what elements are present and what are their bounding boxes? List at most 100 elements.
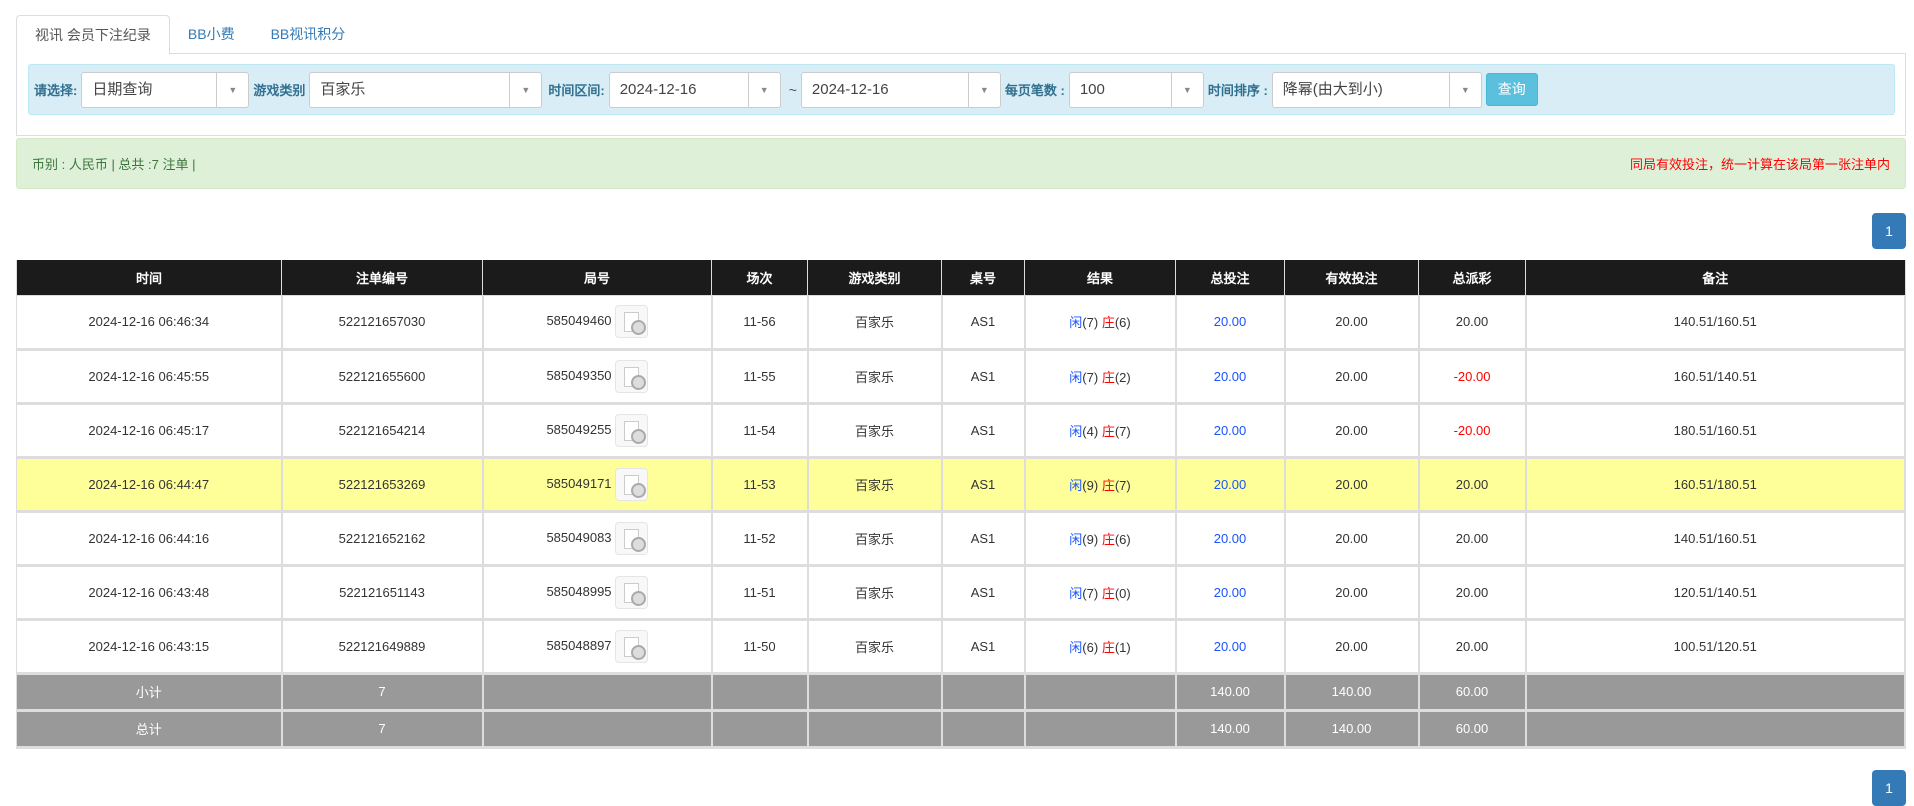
sort-select[interactable]: 降幂(由大到小) ▼ bbox=[1271, 71, 1482, 108]
video-replay-icon[interactable] bbox=[614, 467, 648, 501]
video-replay-icon[interactable] bbox=[614, 305, 648, 338]
empty-cell bbox=[1024, 672, 1177, 712]
empty-cell bbox=[482, 672, 713, 712]
bet-time: 2024-12-16 06:44:47 bbox=[16, 456, 283, 513]
total-payout: 60.00 bbox=[1418, 709, 1527, 749]
summary-currency-count: 币别 : 人民币 | 总共 :7 注单 | bbox=[32, 157, 196, 172]
order-number: 522121657030 bbox=[281, 294, 484, 351]
result: 闲(6) 庄(1) bbox=[1024, 618, 1177, 675]
round-number-cell: 585049255 bbox=[482, 402, 713, 459]
total-bet: 20.00 bbox=[1175, 564, 1286, 621]
pagination-page-1[interactable]: 1 bbox=[1872, 213, 1906, 249]
game-type: 百家乐 bbox=[807, 402, 943, 459]
caret-down-icon: ▼ bbox=[967, 72, 1000, 107]
bet-time: 2024-12-16 06:45:17 bbox=[16, 402, 283, 459]
round-number-cell: 585049350 bbox=[482, 348, 713, 405]
column-header: 场次 bbox=[711, 260, 808, 296]
order-number: 522121653269 bbox=[281, 456, 484, 513]
session: 11-54 bbox=[711, 402, 809, 459]
date-from-select[interactable]: 2024-12-16 ▼ bbox=[608, 71, 781, 108]
game-type-label: 游戏类别 bbox=[253, 83, 306, 98]
tab-bb-tips[interactable]: BB小费 bbox=[187, 26, 235, 42]
bet-time: 2024-12-16 06:45:55 bbox=[16, 348, 283, 405]
round-number: 585048995 bbox=[546, 583, 612, 599]
date-from-value: 2024-12-16 bbox=[619, 80, 697, 98]
subtotal-count: 7 bbox=[281, 672, 484, 712]
valid-bet: 20.00 bbox=[1284, 294, 1420, 351]
table-number: AS1 bbox=[941, 618, 1026, 675]
video-replay-icon[interactable] bbox=[614, 575, 648, 609]
player-score: (9) bbox=[1082, 531, 1099, 547]
query-type-select[interactable]: 日期查询 ▼ bbox=[81, 71, 250, 108]
caret-down-icon: ▼ bbox=[216, 72, 248, 107]
caret-down-icon: ▼ bbox=[509, 72, 541, 107]
valid-bet: 20.00 bbox=[1284, 618, 1420, 675]
game-type: 百家乐 bbox=[807, 348, 943, 405]
player-score: (4) bbox=[1082, 423, 1099, 439]
note: 160.51/140.51 bbox=[1525, 348, 1906, 405]
column-header: 局号 bbox=[482, 260, 712, 296]
result: 闲(9) 庄(6) bbox=[1024, 510, 1177, 567]
round-number: 585049350 bbox=[546, 367, 612, 383]
payout: -20.00 bbox=[1418, 348, 1527, 405]
empty-cell bbox=[711, 672, 809, 712]
player-label: 闲 bbox=[1069, 477, 1083, 493]
result: 闲(9) 庄(7) bbox=[1024, 456, 1177, 513]
order-number: 522121652162 bbox=[281, 510, 484, 567]
column-header: 注单编号 bbox=[281, 260, 483, 296]
payout: -20.00 bbox=[1418, 402, 1527, 459]
bet-time: 2024-12-16 06:43:15 bbox=[16, 618, 283, 675]
subtotal-row: 小计 7 140.00 140.00 60.00 bbox=[16, 672, 1906, 712]
pagination-bottom-page-1[interactable]: 1 bbox=[1872, 770, 1906, 806]
query-button[interactable]: 查询 bbox=[1485, 73, 1538, 106]
banker-score: (0) bbox=[1114, 585, 1131, 601]
order-number: 522121655600 bbox=[281, 348, 484, 405]
date-to-select[interactable]: 2024-12-16 ▼ bbox=[800, 71, 1001, 108]
video-replay-icon[interactable] bbox=[614, 629, 648, 663]
video-replay-icon[interactable] bbox=[614, 521, 648, 555]
valid-bet: 20.00 bbox=[1284, 564, 1420, 621]
sort-value: 降幂(由大到小) bbox=[1282, 80, 1383, 98]
round-number: 585049171 bbox=[546, 475, 612, 491]
bet-records-table: 时间 注单编号 局号 场次 游戏类别 桌号 结果 总投注 有效投注 总派彩 备注 2024-12-1… bbox=[16, 260, 1906, 749]
table-row: 2024-12-16 06:45:55 522121655600 585049350… bbox=[16, 348, 1906, 405]
order-number: 522121654214 bbox=[281, 402, 484, 459]
table-row: 2024-12-16 06:43:48 522121651143 585048995… bbox=[16, 564, 1906, 621]
total-valid: 140.00 bbox=[1284, 709, 1420, 749]
result: 闲(7) 庄(0) bbox=[1024, 564, 1177, 621]
table-row: 2024-12-16 06:43:15 522121649889 585048897… bbox=[16, 618, 1906, 675]
range-separator: ~ bbox=[788, 81, 797, 98]
player-label: 闲 bbox=[1069, 531, 1083, 547]
player-label: 闲 bbox=[1069, 315, 1083, 330]
empty-cell bbox=[711, 709, 809, 749]
tab-bb-live-points[interactable]: BB视讯积分 bbox=[270, 26, 346, 42]
round-number: 585049460 bbox=[546, 312, 612, 328]
per-page-select[interactable]: 100 ▼ bbox=[1068, 71, 1204, 108]
valid-bet: 20.00 bbox=[1284, 348, 1420, 405]
video-replay-icon[interactable] bbox=[614, 413, 648, 447]
banker-score: (7) bbox=[1114, 423, 1131, 439]
round-number: 585049083 bbox=[546, 529, 612, 545]
empty-cell bbox=[1525, 672, 1906, 712]
bet-time: 2024-12-16 06:46:34 bbox=[16, 294, 283, 351]
player-score: (7) bbox=[1082, 369, 1099, 385]
banker-score: (6) bbox=[1114, 315, 1131, 330]
column-header: 桌号 bbox=[941, 260, 1025, 296]
game-type-select[interactable]: 百家乐 ▼ bbox=[309, 71, 543, 108]
table-number: AS1 bbox=[941, 510, 1026, 567]
tab-live-bet-records[interactable]: 视讯 会员下注纪录 bbox=[16, 15, 170, 55]
empty-cell bbox=[1024, 709, 1177, 749]
payout: 20.00 bbox=[1418, 294, 1527, 351]
table-number: AS1 bbox=[941, 348, 1026, 405]
payout: 20.00 bbox=[1418, 564, 1527, 621]
column-header: 结果 bbox=[1024, 260, 1176, 296]
sort-label: 时间排序 : bbox=[1207, 83, 1268, 98]
game-type: 百家乐 bbox=[807, 618, 943, 675]
round-number-cell: 585049171 bbox=[482, 456, 713, 513]
subtotal-label: 小计 bbox=[16, 672, 283, 712]
video-replay-icon[interactable] bbox=[614, 359, 648, 393]
empty-cell bbox=[482, 709, 713, 749]
valid-bet: 20.00 bbox=[1284, 510, 1420, 567]
round-number-cell: 585048995 bbox=[482, 564, 713, 621]
column-header: 时间 bbox=[16, 260, 282, 296]
